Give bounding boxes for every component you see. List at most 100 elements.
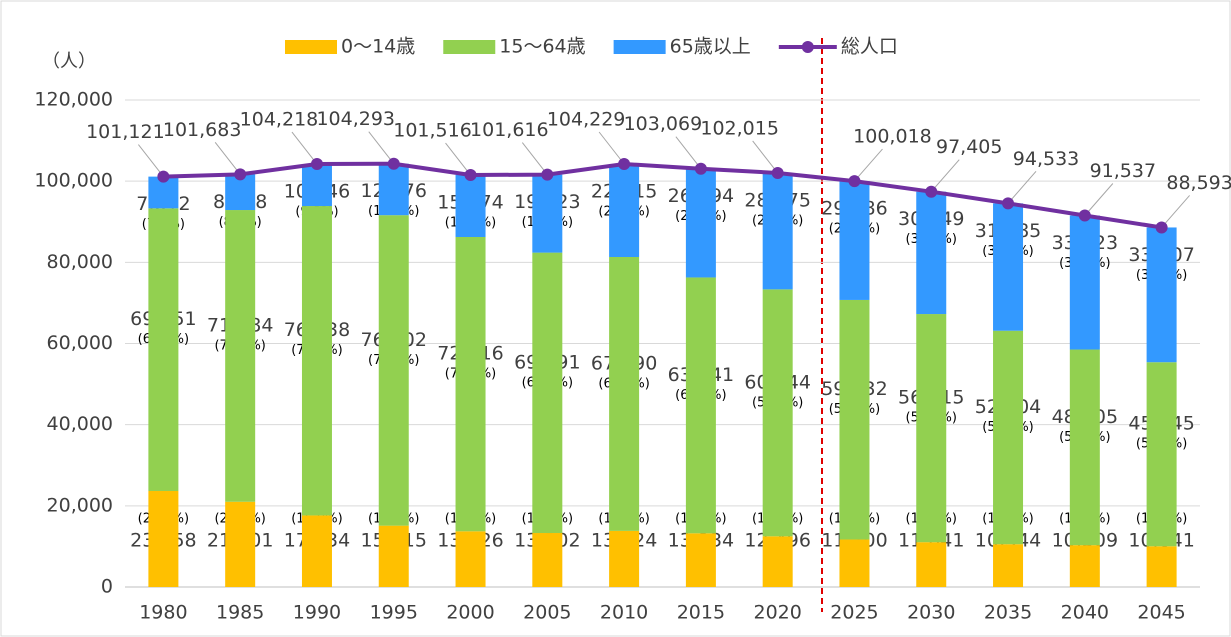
- bar-segment: [455, 237, 486, 532]
- leader-line: [752, 140, 779, 174]
- x-tick-label: 1990: [293, 602, 341, 624]
- bar-segment: [1069, 215, 1100, 350]
- leader-line: [854, 148, 883, 182]
- total-label: 100,018: [853, 126, 932, 148]
- bar-segment: [225, 501, 256, 587]
- total-point: [694, 162, 707, 175]
- bar-segment: [839, 539, 870, 587]
- y-tick-label: 120,000: [34, 89, 113, 111]
- total-label: 102,015: [700, 117, 779, 139]
- x-tick-label: 2035: [984, 602, 1032, 624]
- bar-segment: [378, 525, 409, 587]
- y-tick-label: 0: [101, 576, 113, 598]
- x-tick-label: 1995: [370, 602, 418, 624]
- y-axis-label: （人）: [42, 51, 96, 72]
- bar-segment: [1146, 546, 1177, 587]
- total-label: 104,218: [240, 109, 319, 131]
- x-tick-label: 1985: [216, 602, 264, 624]
- bar-segment: [148, 208, 179, 491]
- bar-segment: [609, 164, 640, 258]
- bar-segment: [993, 544, 1024, 587]
- total-label: 104,293: [316, 108, 395, 130]
- legend-swatch: [443, 40, 496, 54]
- bar-segment: [916, 191, 947, 315]
- x-tick-label: 2015: [677, 602, 725, 624]
- bar-segment: [762, 289, 793, 537]
- leader-line: [445, 142, 471, 176]
- leader-line: [291, 131, 318, 165]
- total-point: [1002, 197, 1015, 210]
- x-tick-label: 2040: [1061, 602, 1109, 624]
- x-tick-label: 2005: [523, 602, 571, 624]
- bar-segment: [301, 206, 332, 516]
- legend-swatch: [613, 40, 666, 54]
- total-point: [848, 175, 861, 188]
- leader-line: [1084, 183, 1114, 216]
- y-tick-label: 80,000: [47, 251, 113, 273]
- leader-line: [1161, 195, 1190, 228]
- total-point: [157, 170, 170, 183]
- leader-line: [598, 131, 625, 165]
- bar-segment: [916, 314, 947, 543]
- total-label: 104,229: [547, 109, 626, 131]
- bar-segment: [378, 215, 409, 526]
- bar-segment: [762, 536, 793, 587]
- x-tick-label: 2025: [830, 602, 878, 624]
- legend-label: 65歳以上: [670, 36, 751, 58]
- bar-segment: [1069, 545, 1100, 587]
- bar-segment: [532, 252, 563, 534]
- legend-swatch: [285, 40, 337, 54]
- legend-label: 0～14歳: [341, 36, 415, 58]
- x-tick-label: 1980: [139, 602, 187, 624]
- bar-segment: [455, 531, 486, 587]
- x-tick-label: 2045: [1137, 602, 1185, 624]
- total-label: 88,593: [1166, 172, 1231, 194]
- bar-segment: [378, 163, 409, 216]
- leader-line: [214, 142, 241, 175]
- total-point: [234, 168, 247, 181]
- bar-segment: [916, 542, 947, 587]
- total-point: [618, 158, 631, 171]
- bar-segment: [685, 277, 716, 534]
- bar-segment: [609, 257, 640, 531]
- bar-segment: [609, 530, 640, 587]
- legend-label: 15～64歳: [499, 36, 585, 58]
- bar-segment: [762, 172, 793, 290]
- y-tick-label: 40,000: [47, 413, 113, 435]
- leader-line: [930, 159, 960, 193]
- x-tick-label: 2020: [753, 602, 801, 624]
- legend-marker: [801, 41, 814, 53]
- bar-segment: [301, 164, 332, 207]
- leader-line: [521, 142, 548, 175]
- total-label: 103,069: [624, 113, 703, 135]
- leader-line: [368, 131, 395, 165]
- total-label: 101,121: [86, 121, 165, 143]
- total-point: [925, 185, 938, 198]
- y-tick-label: 100,000: [34, 170, 113, 192]
- bar-segment: [839, 299, 870, 540]
- bar-segment: [225, 210, 256, 502]
- bar-segment: [839, 181, 870, 300]
- bar-segment: [685, 533, 716, 587]
- bar-segment: [685, 168, 716, 278]
- total-point: [1078, 209, 1091, 222]
- leader-line: [675, 136, 702, 170]
- total-label: 91,537: [1090, 160, 1156, 182]
- bar-segment: [1146, 362, 1177, 547]
- bar-segment: [1069, 349, 1100, 546]
- x-tick-label: 2010: [600, 602, 648, 624]
- total-point: [771, 166, 784, 179]
- leader-line: [137, 144, 164, 177]
- bar-segment: [532, 533, 563, 587]
- total-point: [387, 157, 400, 170]
- total-point: [464, 169, 477, 182]
- total-point: [541, 168, 554, 181]
- x-tick-label: 2000: [446, 602, 494, 624]
- bar-segment: [993, 330, 1024, 545]
- leader-line: [1007, 171, 1037, 204]
- total-line: [163, 161, 1162, 230]
- legend-label: 総人口: [841, 36, 898, 58]
- total-label: 101,616: [470, 119, 549, 141]
- y-tick-label: 60,000: [47, 332, 113, 354]
